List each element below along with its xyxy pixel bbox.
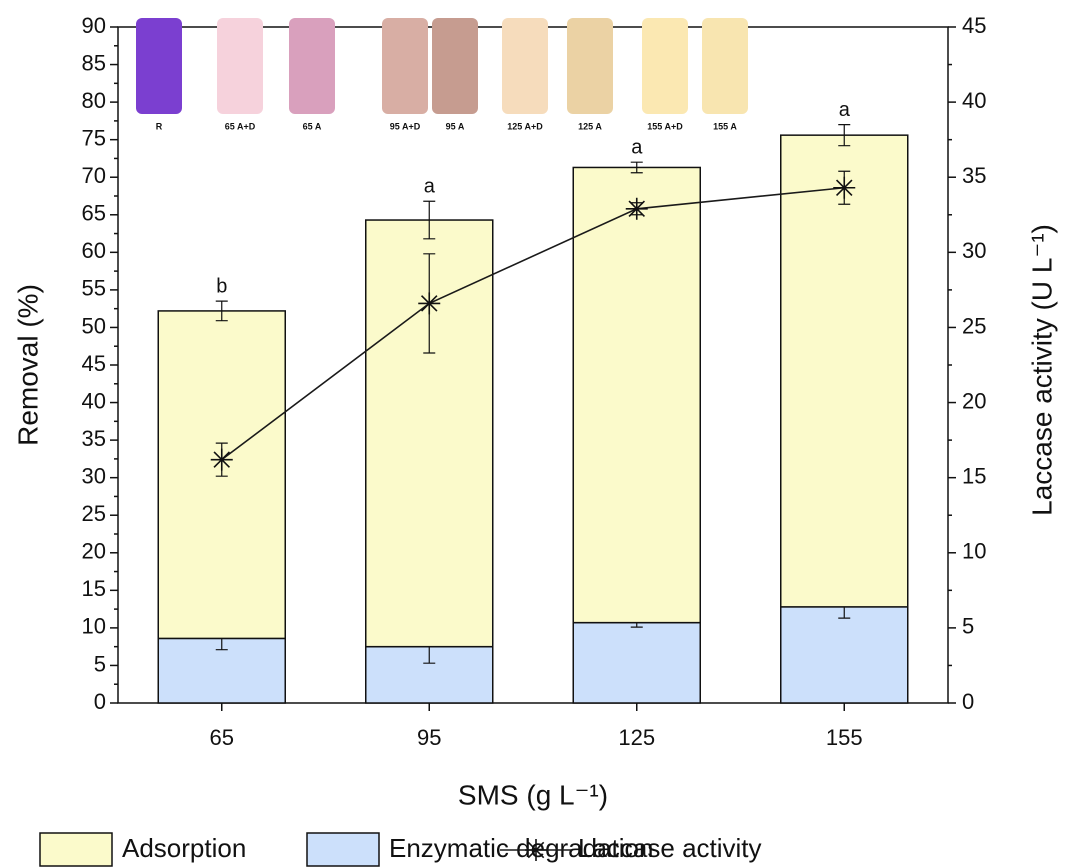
tube-label: 65 A (303, 121, 322, 131)
y-tick-label: 25 (82, 501, 106, 526)
line-marker (626, 198, 648, 220)
tube-image (217, 18, 263, 114)
y-tick-label: 60 (82, 238, 106, 263)
tube-label: 95 A (446, 121, 465, 131)
tube-label: 125 A+D (507, 121, 543, 131)
tube-image (382, 18, 428, 114)
tube-image (567, 18, 613, 114)
y2-tick-label: 30 (962, 238, 986, 263)
y2-tick-label: 5 (962, 614, 974, 639)
page: {"chart_data": { "type": "bar", "stacked… (0, 0, 1068, 867)
y-tick-label: 5 (94, 651, 106, 676)
chart: Removal (%) Laccase activity (U L⁻¹) SMS… (0, 0, 1068, 867)
y-tick-label: 20 (82, 539, 106, 564)
y-tick-label: 80 (82, 88, 106, 113)
bar-segment (781, 135, 908, 607)
line-marker (833, 177, 855, 199)
tube-label: 155 A (713, 121, 737, 131)
legend-swatch (40, 833, 112, 866)
y2-tick-label: 10 (962, 539, 986, 564)
y-tick-label: 35 (82, 426, 106, 451)
tube-label: 95 A+D (390, 121, 421, 131)
y-axis-title: Removal (%) (12, 284, 43, 446)
line-marker (525, 839, 547, 861)
y-tick-label: 40 (82, 388, 106, 413)
tube-image (136, 18, 182, 114)
tube-label: R (156, 121, 163, 131)
bar-segment (573, 167, 700, 622)
x-tick-label: 65 (210, 725, 234, 750)
y2-tick-label: 45 (962, 13, 986, 38)
x-tick-label: 155 (826, 725, 863, 750)
line (222, 188, 845, 460)
significance-label: b (216, 275, 227, 297)
y2-tick-label: 15 (962, 463, 986, 488)
legend-swatch (307, 833, 379, 866)
y-tick-label: 65 (82, 201, 106, 226)
x-tick-label: 95 (417, 725, 441, 750)
tube-image (432, 18, 478, 114)
y-tick-label: 85 (82, 50, 106, 75)
bar-segment (781, 607, 908, 703)
tube-image (289, 18, 335, 114)
y-tick-label: 75 (82, 125, 106, 150)
x-tick-label: 125 (618, 725, 655, 750)
y-tick-label: 50 (82, 313, 106, 338)
x-axis-title: SMS (g L⁻¹) (458, 779, 608, 810)
y-tick-label: 30 (82, 463, 106, 488)
tube-label: 125 A (578, 121, 602, 131)
y2-tick-label: 40 (962, 88, 986, 113)
significance-label: a (839, 99, 851, 121)
bar-segment (573, 623, 700, 703)
tube-label: 65 A+D (225, 121, 256, 131)
tube-image (642, 18, 688, 114)
y2-tick-label: 20 (962, 388, 986, 413)
tube-label: 155 A+D (647, 121, 683, 131)
tube-image (702, 18, 748, 114)
y2-tick-label: 35 (962, 163, 986, 188)
significance-label: a (424, 176, 436, 198)
y2-tick-label: 0 (962, 689, 974, 714)
legend-label: Adsorption (122, 833, 246, 863)
y-tick-label: 90 (82, 13, 106, 38)
y-tick-label: 45 (82, 351, 106, 376)
y-tick-label: 15 (82, 576, 106, 601)
y-tick-label: 55 (82, 276, 106, 301)
y-tick-label: 10 (82, 614, 106, 639)
y2-axis-title: Laccase activity (U L⁻¹) (1026, 224, 1057, 516)
significance-label: a (631, 136, 643, 158)
tube-image (502, 18, 548, 114)
y2-tick-label: 25 (962, 313, 986, 338)
legend-label: Laccase activity (578, 833, 762, 863)
y-tick-label: 0 (94, 689, 106, 714)
y-tick-label: 70 (82, 163, 106, 188)
